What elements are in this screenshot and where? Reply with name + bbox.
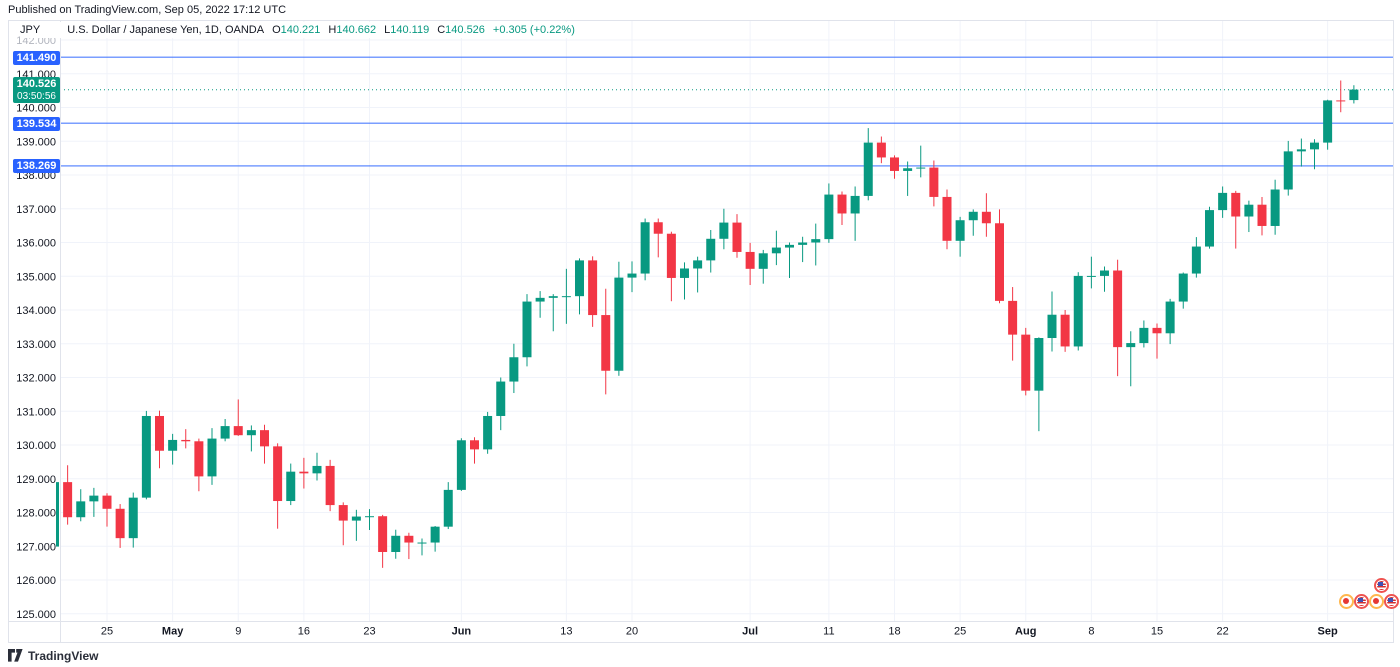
svg-text:Jul: Jul: [742, 626, 758, 638]
svg-text:Sep: Sep: [1318, 626, 1338, 638]
ohlc-close: C140.526: [437, 24, 485, 36]
economic-event-icon-japan-flag: [1338, 593, 1354, 609]
price-alert-badge-1: 141.490: [13, 51, 60, 65]
economic-event-icon-japan-flag: [1368, 593, 1384, 609]
svg-text:139.000: 139.000: [16, 136, 56, 148]
ohlc-low: L140.119: [384, 24, 430, 36]
price-alert-badge-3: 138.269: [13, 159, 60, 173]
current-price-badge: 140.526 03:50:56: [13, 77, 60, 103]
svg-text:25: 25: [101, 626, 113, 638]
svg-text:15: 15: [1151, 626, 1163, 638]
svg-text:127.000: 127.000: [16, 541, 56, 553]
svg-text:20: 20: [626, 626, 638, 638]
economic-event-icon-us-flag: [1353, 593, 1369, 609]
price-alert-badge-2: 139.534: [13, 117, 60, 131]
economic-event-icon-us-flag: [1383, 593, 1399, 609]
svg-text:22: 22: [1217, 626, 1229, 638]
svg-text:140.000: 140.000: [16, 103, 56, 115]
footer: TradingView: [0, 644, 1400, 667]
svg-text:137.000: 137.000: [16, 204, 56, 216]
current-price-value: 140.526: [16, 78, 57, 90]
chart-legend: JPY U.S. Dollar / Japanese Yen, 1D, OAND…: [20, 22, 581, 38]
bar-countdown: 03:50:56: [17, 91, 56, 102]
svg-text:138.000: 138.000: [16, 170, 56, 182]
svg-text:125.000: 125.000: [16, 609, 56, 621]
svg-text:18: 18: [888, 626, 900, 638]
svg-text:9: 9: [235, 626, 241, 638]
alert-price-lines: [60, 56, 1394, 167]
svg-text:129.000: 129.000: [16, 474, 56, 486]
svg-text:128.000: 128.000: [16, 508, 56, 520]
chart-frame: [8, 20, 1394, 643]
price-change: +0.305 (+0.22%): [492, 24, 575, 36]
economic-event-icon-us-flag: [1373, 577, 1389, 593]
svg-text:May: May: [162, 626, 184, 638]
svg-text:135.000: 135.000: [16, 271, 56, 283]
svg-text:130.000: 130.000: [16, 440, 56, 452]
svg-text:8: 8: [1088, 626, 1094, 638]
svg-text:16: 16: [298, 626, 310, 638]
candles: [56, 80, 1359, 568]
svg-text:136.000: 136.000: [16, 238, 56, 250]
ohlc-open: O140.221: [272, 24, 321, 36]
svg-text:142.000: 142.000: [16, 35, 56, 47]
svg-text:133.000: 133.000: [16, 339, 56, 351]
published-text: Published on TradingView.com, Sep 05, 20…: [8, 4, 287, 16]
svg-text:131.000: 131.000: [16, 406, 56, 418]
svg-text:132.000: 132.000: [16, 373, 56, 385]
symbol-title: U.S. Dollar / Japanese Yen, 1D, OANDA: [67, 24, 265, 36]
svg-text:13: 13: [560, 626, 572, 638]
tradingview-brand-link[interactable]: TradingView: [28, 648, 99, 663]
tradingview-logo-icon: [8, 649, 23, 662]
time-axis-labels: 25 May 9 16 23 Jun 13 20 Jul 11 18 25 Aug 8 15 22 Sep: [101, 626, 1338, 638]
svg-text:Aug: Aug: [1015, 626, 1036, 638]
grid-lines: [60, 20, 1394, 621]
svg-text:134.000: 134.000: [16, 305, 56, 317]
price-axis-labels: 142.000141.000140.000139.000138.000137.0…: [16, 35, 56, 621]
svg-text:25: 25: [954, 626, 966, 638]
published-bar: Published on TradingView.com, Sep 05, 20…: [0, 0, 1400, 20]
svg-text:126.000: 126.000: [16, 575, 56, 587]
ohlc-high: H140.662: [328, 24, 377, 36]
price-scale-currency-label: JPY: [20, 24, 41, 36]
svg-text:Jun: Jun: [452, 626, 472, 638]
svg-text:23: 23: [363, 626, 375, 638]
svg-text:11: 11: [823, 626, 834, 638]
